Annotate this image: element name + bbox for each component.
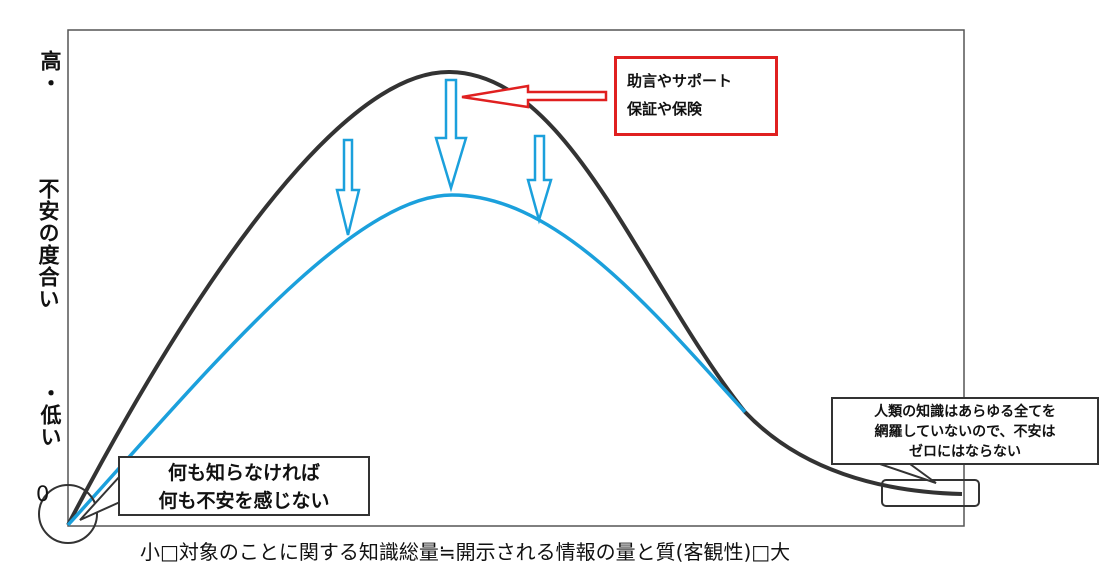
down-arrow (434, 78, 468, 193)
x-axis-title: 小□対象のことに関する知識総量≒開示される情報の量と質(客観性)□大 (140, 540, 791, 564)
reduced-anxiety-curve (66, 193, 747, 527)
left-pointing-arrow (461, 84, 608, 109)
never-zero-callout-line: ゼロにはならない (909, 444, 1021, 460)
support-callout-line: 助言やサポート (627, 72, 733, 90)
origin-circle (38, 484, 98, 544)
never-zero-callout-line: 網羅していないので、不安は (874, 424, 1056, 440)
bubble-pointer-right (879, 463, 937, 484)
never-zero-callout: 人類の知識はあらゆる全てを 網羅していないので、不安は ゼロにはならない (831, 397, 1099, 465)
never-zero-callout-line: 人類の知識はあらゆる全てを (874, 404, 1056, 420)
no-knowledge-callout-line: 何も不安を感じない (158, 490, 330, 512)
y-axis-high-label: 高・ (38, 50, 62, 94)
support-callout-line: 保証や保険 (627, 100, 703, 118)
no-knowledge-callout-line: 何も知らなければ (167, 462, 320, 484)
down-arrow (335, 138, 361, 236)
bubble-pointer-left (79, 475, 121, 521)
down-arrow (526, 134, 553, 225)
y-axis-zero-label: 0 (36, 482, 50, 506)
y-axis-title: 不安の度合い (36, 178, 60, 310)
y-axis-low-label: ・低い (38, 382, 62, 448)
plot-frame (67, 29, 965, 527)
support-callout: 助言やサポート 保証や保険 (614, 56, 778, 136)
original-anxiety-curve (66, 69, 963, 526)
no-knowledge-callout: 何も知らなければ 何も不安を感じない (118, 456, 370, 516)
